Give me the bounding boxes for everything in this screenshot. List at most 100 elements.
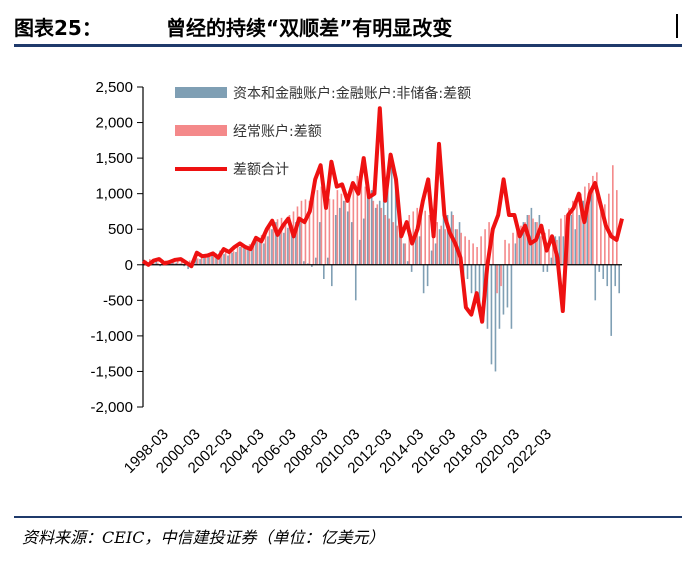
financial-account-bar — [263, 243, 265, 265]
financial-account-bar — [414, 229, 417, 265]
financial-account-bar — [179, 263, 181, 265]
financial-account-bar — [307, 263, 309, 265]
current-account-bar — [272, 222, 275, 265]
current-account-bar — [432, 218, 434, 265]
financial-account-bar — [546, 264, 549, 272]
current-account-bar — [284, 219, 287, 265]
financial-account-bar — [283, 232, 285, 265]
financial-account-bar — [442, 200, 445, 265]
financial-account-bar — [366, 193, 369, 265]
financial-account-bar — [287, 227, 289, 265]
financial-account-bar — [578, 215, 581, 265]
financial-account-bar — [394, 186, 397, 265]
current-account-bar — [260, 234, 263, 265]
current-account-bar — [356, 175, 359, 265]
financial-account-bar — [490, 264, 493, 365]
current-account-bar — [156, 262, 159, 265]
chart-area: -2,000 -1,500 -1,000 -500 0 500 1,000 1,500 2,00… — [90, 79, 624, 477]
header-rule — [14, 44, 682, 47]
legend-financial-account-swatch — [175, 87, 227, 98]
source-note: 资料来源：CEIC，中信建投证券（单位：亿美元） — [22, 528, 385, 547]
current-account-bar — [332, 199, 335, 265]
current-account-bar — [484, 229, 486, 265]
financial-account-bar — [562, 236, 565, 265]
financial-account-bar — [374, 207, 377, 265]
current-account-bar — [392, 222, 395, 265]
financial-account-bar — [594, 264, 597, 301]
y-tick-label: -500 — [103, 292, 133, 309]
current-account-bar — [352, 183, 355, 265]
header-corner-bar — [676, 14, 678, 38]
current-account-bar — [216, 254, 219, 265]
y-tick-label: 500 — [108, 221, 133, 238]
current-account-bar — [300, 200, 303, 265]
current-account-bar — [288, 215, 291, 265]
financial-account-bar — [378, 200, 381, 265]
financial-account-bar — [231, 252, 233, 265]
y-tick-label: -1,000 — [90, 328, 133, 345]
current-account-bar — [276, 219, 279, 265]
current-account-bar — [152, 261, 155, 265]
financial-account-bar — [251, 243, 253, 265]
financial-account-bar — [506, 264, 509, 308]
current-account-bar — [200, 257, 203, 265]
financial-account-bar — [402, 243, 405, 265]
financial-account-bar — [518, 236, 521, 265]
financial-account-bar — [570, 215, 573, 265]
current-account-bar — [552, 239, 554, 265]
y-tick-label: -2,000 — [90, 399, 133, 416]
financial-account-bar — [610, 264, 613, 336]
figure-number: 图表25： — [14, 16, 102, 40]
current-account-bar — [252, 243, 255, 265]
financial-account-bar — [586, 207, 589, 265]
financial-account-bar — [155, 261, 157, 265]
current-account-bar — [516, 229, 518, 265]
financial-account-bar — [203, 257, 205, 265]
current-account-bar — [480, 236, 482, 265]
current-account-bar — [496, 264, 498, 294]
current-account-bar — [180, 261, 183, 265]
financial-account-bar — [614, 264, 617, 287]
financial-account-bar — [558, 236, 561, 265]
financial-account-bar — [235, 251, 237, 265]
current-account-bar — [232, 251, 235, 265]
current-account-bar — [576, 197, 578, 265]
current-account-bar — [244, 246, 247, 265]
current-account-bar — [400, 229, 403, 265]
current-account-bar — [520, 225, 522, 265]
current-account-bar — [384, 215, 387, 265]
current-account-bar — [560, 218, 562, 265]
financial-account-bar — [618, 264, 621, 294]
figure-header: 图表25： 曾经的持续“双顺差”有明显改变 — [14, 10, 682, 40]
financial-account-bar — [422, 264, 425, 294]
financial-account-bar — [438, 229, 441, 265]
financial-account-bar — [342, 200, 345, 265]
current-account-bar — [612, 165, 614, 265]
financial-account-bar — [267, 236, 269, 265]
current-account-bar — [240, 244, 243, 265]
current-account-bar — [580, 193, 582, 265]
current-account-bar — [440, 225, 442, 265]
current-account-bar — [372, 200, 375, 265]
current-account-bar — [596, 172, 598, 265]
current-account-bar — [428, 215, 430, 265]
current-account-bar — [296, 206, 299, 265]
financial-account-bar — [311, 264, 313, 267]
current-account-bar — [460, 232, 462, 265]
financial-account-bar — [259, 237, 261, 265]
financial-account-bar — [303, 261, 305, 265]
financial-account-bar — [434, 243, 437, 265]
financial-account-bar — [542, 264, 545, 272]
current-account-bar — [344, 200, 347, 265]
current-account-bar — [404, 243, 407, 265]
current-account-bar — [472, 243, 474, 265]
current-account-bar — [504, 239, 506, 265]
financial-account-bar — [227, 255, 229, 265]
financial-account-bar — [354, 264, 357, 301]
financial-account-bar — [295, 222, 297, 265]
current-account-bar — [604, 204, 606, 265]
financial-account-bar — [486, 264, 489, 329]
current-account-bar — [416, 207, 419, 265]
current-account-bar — [348, 197, 351, 265]
current-account-bar — [364, 186, 367, 265]
